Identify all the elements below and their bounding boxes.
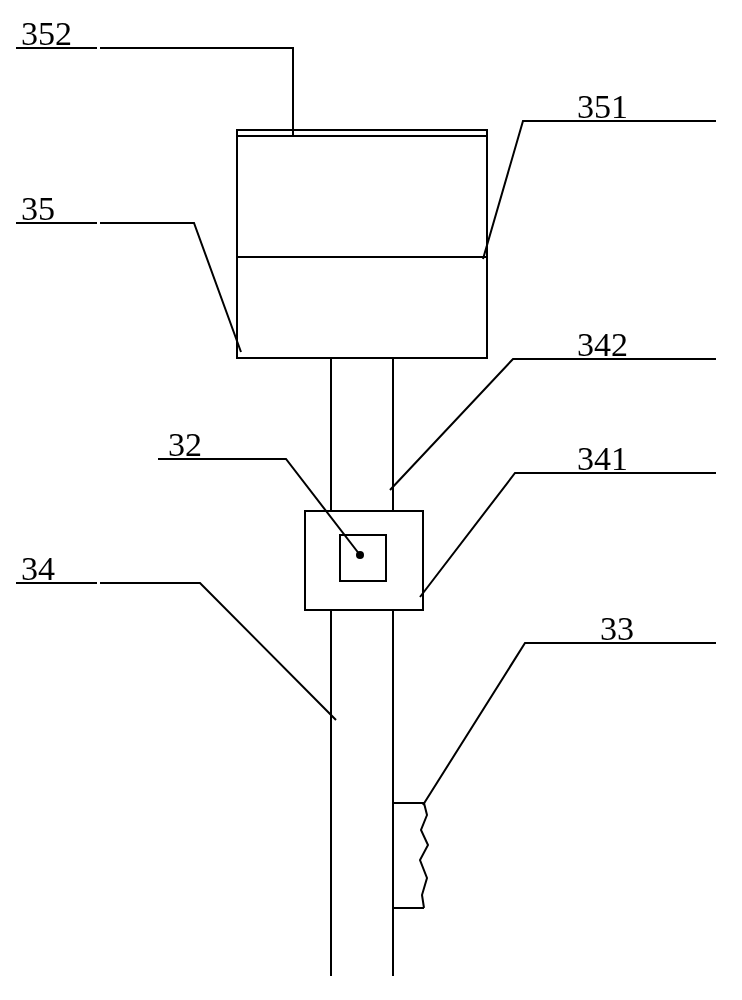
label-33: 33 (600, 610, 634, 647)
label-352: 352 (21, 15, 72, 52)
svg-rect-4 (237, 130, 487, 136)
label-34: 34 (21, 550, 55, 587)
label-351: 351 (577, 88, 628, 125)
label-341: 341 (577, 440, 628, 477)
label-342: 342 (577, 326, 628, 363)
svg-rect-2 (237, 136, 487, 358)
svg-point-14 (356, 551, 364, 559)
label-32: 32 (168, 426, 202, 463)
label-35: 35 (21, 190, 55, 227)
svg-rect-6 (340, 535, 386, 581)
